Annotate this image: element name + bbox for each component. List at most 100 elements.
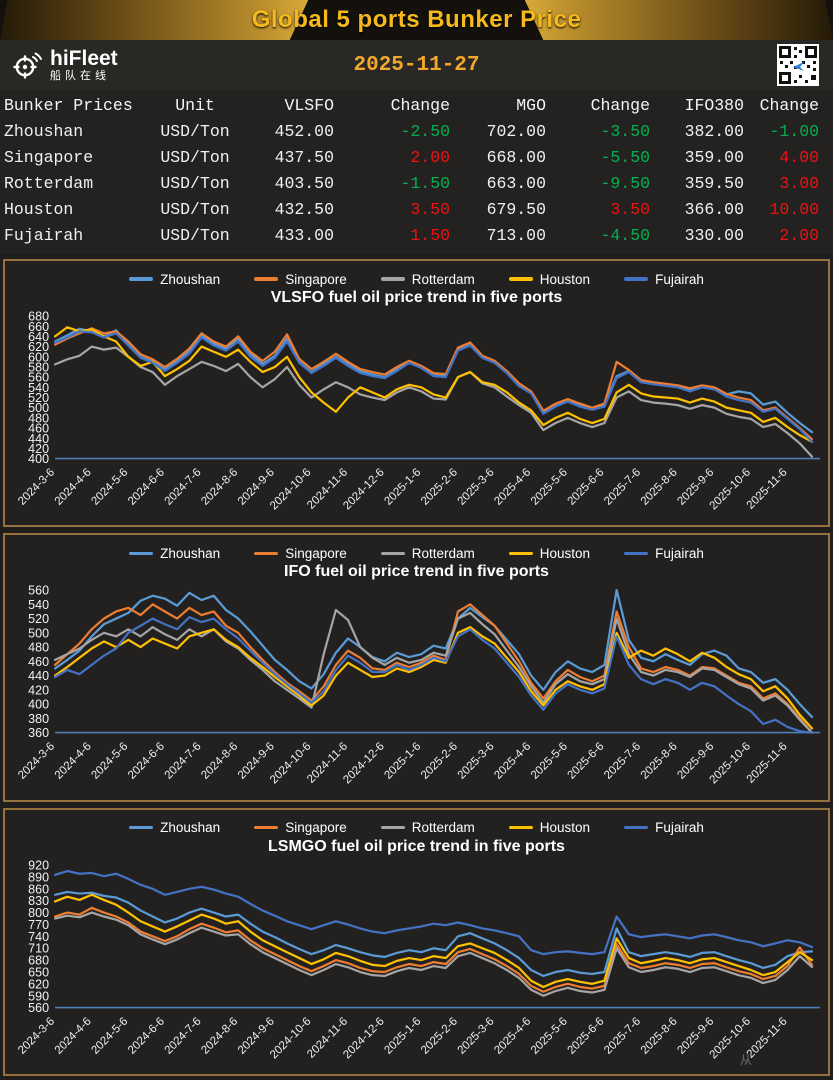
y-axis-tick-label: 680 (28, 311, 49, 324)
x-axis-tick-label: 2024-8-6 (199, 741, 240, 782)
x-axis-tick-label: 2025-8-6 (639, 466, 680, 507)
y-axis-tick-label: 360 (28, 726, 49, 740)
qr-send-arrow-icon (793, 62, 804, 71)
change-value: -2.50 (400, 121, 450, 141)
legend-line-swatch (508, 551, 533, 556)
y-axis-tick-label: 710 (28, 941, 49, 955)
vlsfo-chart-panel: Zhoushan Singapore Rotterdam Houston Fujaira… (3, 259, 830, 528)
x-axis-tick-label: 2025-5-6 (529, 1015, 570, 1056)
chart-plot: 560 590 620 650 680 710 740 770 800 830 860 890 920 2… (5, 860, 828, 1074)
legend-label: Singapore (285, 271, 347, 287)
y-axis-tick-label: 920 (28, 860, 49, 873)
series-line-rotterdam (53, 345, 814, 458)
chart-legend: Zhoushan Singapore Rotterdam Houston Fujaira… (5, 535, 828, 563)
y-axis-tick-label: 590 (28, 989, 49, 1003)
y-axis-tick-label: 400 (28, 452, 49, 466)
cell-value: USD/Ton (160, 121, 230, 141)
cell-value: 330.00 (684, 225, 744, 245)
x-axis-tick-label: 2025-7-6 (602, 741, 643, 782)
legend-line-swatch (624, 825, 649, 830)
table-row: Houston USD/Ton 432.50 3.50 679.50 3.50 366.00… (0, 196, 833, 222)
cell-value: USD/Ton (160, 147, 230, 167)
chart-title: VLSFO fuel oil price trend in five ports (270, 289, 563, 306)
x-axis-tick-label: 2024-7-6 (163, 1015, 204, 1056)
change-value: 4.00 (779, 147, 819, 167)
legend-line-swatch (624, 551, 649, 556)
y-axis-tick-label: 400 (28, 698, 49, 712)
legend-label: Houston (539, 271, 591, 287)
y-axis-tick-label: 600 (28, 350, 49, 364)
x-axis-tick-label: 2025-1-6 (382, 1015, 423, 1056)
legend-item-rotterdam: Rotterdam (380, 543, 475, 563)
y-axis-tick-label: 660 (28, 320, 49, 334)
report-date: 2025-11-27 (353, 53, 480, 77)
y-axis-tick-label: 860 (28, 882, 49, 896)
series-line-fujairah (53, 869, 814, 955)
legend-line-swatch (380, 825, 405, 830)
series-line-singapore (53, 327, 814, 441)
table-row: Zhoushan USD/Ton 452.00 -2.50 702.00 -3.50 382… (0, 118, 833, 144)
change-value: -9.50 (600, 173, 650, 193)
legend-label: Rotterdam (411, 545, 475, 561)
y-axis-tick-label: 480 (28, 641, 49, 655)
y-axis-tick-label: 650 (28, 965, 49, 979)
cell-value: 382.00 (684, 121, 744, 141)
page-title: Global 5 ports Bunker Price (251, 6, 582, 33)
y-axis-tick-label: 640 (28, 330, 49, 344)
legend-line-swatch (624, 277, 649, 281)
legend-item-zhoushan: Zhoushan (129, 543, 220, 563)
change-value: 1.50 (410, 225, 450, 245)
x-axis-tick-label: 2025-5-6 (529, 466, 570, 507)
chart-plot: 400 420 440 460 480 500 520 540 560 580 600 620 640 6… (5, 311, 828, 525)
legend-item-rotterdam: Rotterdam (380, 818, 475, 838)
cell-value: 432.50 (274, 199, 334, 219)
legend-label: Rotterdam (411, 820, 475, 836)
legend-line-swatch (508, 277, 533, 281)
x-axis-tick-label: 2025-7-6 (602, 466, 643, 507)
y-axis-tick-label: 460 (28, 655, 49, 669)
y-axis-tick-label: 890 (28, 870, 49, 884)
watermark-mark: 从 (740, 1053, 753, 1067)
chart-title: IFO fuel oil price trend in five ports (284, 563, 549, 581)
cell-value: 437.50 (274, 147, 334, 167)
y-axis-tick-label: 500 (28, 627, 49, 641)
chart-plot: 360 380 400 420 440 460 480 500 520 540 560 2024-3-… (5, 585, 828, 799)
legend-label: Zhoushan (160, 271, 221, 287)
cell-value: USD/Ton (160, 173, 230, 193)
legend-line-swatch (254, 551, 279, 556)
x-axis-tick-label: 2024-5-6 (89, 466, 130, 507)
cell-value: 359.50 (684, 173, 744, 193)
chart-legend: Zhoushan Singapore Rotterdam Houston Fujaira… (5, 810, 828, 838)
x-axis-tick-label: 2025-2-6 (419, 1015, 460, 1056)
y-axis-tick-label: 380 (28, 712, 49, 726)
legend-item-fujairah: Fujairah (624, 818, 704, 838)
cell-value: 702.00 (486, 121, 546, 141)
x-axis-tick-label: 2025-4-6 (492, 1015, 533, 1056)
cell-value: 452.00 (274, 121, 334, 141)
ifo-chart-panel: Zhoushan Singapore Rotterdam Houston Fujaira… (3, 533, 830, 802)
series-line-rotterdam (53, 609, 814, 735)
line-chart-svg: 4004204404604805005205405605806006206406… (16, 311, 820, 512)
legend-item-singapore: Singapore (254, 269, 347, 289)
change-value: 2.00 (410, 147, 450, 167)
column-header: VLSFO (284, 95, 334, 115)
series-line-houston (53, 326, 814, 443)
charts-section: Zhoushan Singapore Rotterdam Houston Fujaira… (0, 254, 833, 1080)
x-axis-tick-label: 2025-8-6 (639, 741, 680, 782)
y-axis-tick-label: 420 (28, 442, 49, 456)
banner-gold-right-wedge (524, 0, 833, 40)
y-axis-tick-label: 480 (28, 411, 49, 425)
x-axis-tick-label: 2024-3-6 (16, 466, 57, 507)
column-header: Change (390, 95, 450, 115)
legend-label: Rotterdam (411, 271, 475, 287)
series-line-zhoushan (53, 327, 814, 434)
table-body: Zhoushan USD/Ton 452.00 -2.50 702.00 -3.50 382… (0, 118, 833, 248)
series-line-zhoushan (53, 589, 814, 719)
legend-label: Houston (539, 545, 591, 561)
cell-value: 403.50 (274, 173, 334, 193)
x-axis-tick-label: 2025-11-6 (745, 741, 790, 786)
y-axis-tick-label: 740 (28, 929, 49, 943)
change-value: -3.50 (600, 121, 650, 141)
x-axis-tick-label: 2025-1-6 (382, 741, 423, 782)
